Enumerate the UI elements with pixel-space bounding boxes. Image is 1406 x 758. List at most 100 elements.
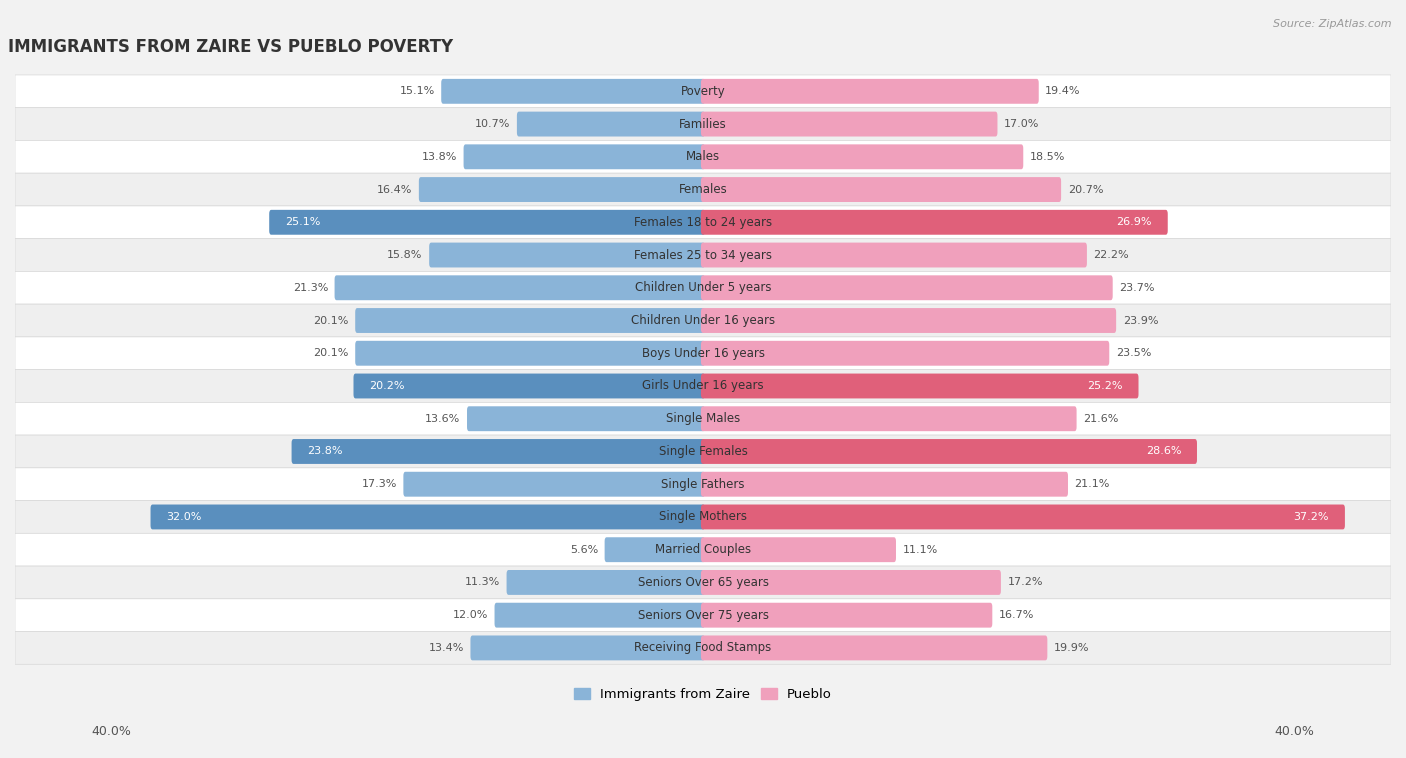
FancyBboxPatch shape	[150, 505, 704, 529]
FancyBboxPatch shape	[15, 337, 1391, 370]
FancyBboxPatch shape	[15, 500, 1391, 534]
FancyBboxPatch shape	[15, 534, 1391, 566]
Text: Males: Males	[686, 150, 720, 163]
FancyBboxPatch shape	[702, 144, 1024, 169]
Text: 28.6%: 28.6%	[1146, 446, 1181, 456]
Text: Single Females: Single Females	[658, 445, 748, 458]
Text: 22.2%: 22.2%	[1094, 250, 1129, 260]
Text: 21.1%: 21.1%	[1074, 479, 1109, 489]
Text: Seniors Over 65 years: Seniors Over 65 years	[637, 576, 769, 589]
Text: 10.7%: 10.7%	[475, 119, 510, 129]
Text: 20.2%: 20.2%	[370, 381, 405, 391]
FancyBboxPatch shape	[702, 603, 993, 628]
FancyBboxPatch shape	[702, 275, 1112, 300]
Text: Children Under 16 years: Children Under 16 years	[631, 314, 775, 327]
FancyBboxPatch shape	[702, 210, 1168, 235]
Text: 16.4%: 16.4%	[377, 184, 412, 195]
FancyBboxPatch shape	[353, 374, 704, 399]
Legend: Immigrants from Zaire, Pueblo: Immigrants from Zaire, Pueblo	[568, 683, 838, 706]
FancyBboxPatch shape	[702, 505, 1346, 529]
FancyBboxPatch shape	[15, 566, 1391, 599]
Text: 18.5%: 18.5%	[1029, 152, 1066, 161]
Text: 23.8%: 23.8%	[308, 446, 343, 456]
Text: 12.0%: 12.0%	[453, 610, 488, 620]
Text: Females: Females	[679, 183, 727, 196]
Text: Families: Families	[679, 117, 727, 130]
Text: 17.2%: 17.2%	[1008, 578, 1043, 587]
FancyBboxPatch shape	[15, 435, 1391, 468]
FancyBboxPatch shape	[335, 275, 704, 300]
Text: 23.5%: 23.5%	[1116, 348, 1152, 359]
FancyBboxPatch shape	[15, 599, 1391, 631]
FancyBboxPatch shape	[15, 140, 1391, 173]
FancyBboxPatch shape	[15, 370, 1391, 402]
Text: Females 25 to 34 years: Females 25 to 34 years	[634, 249, 772, 262]
FancyBboxPatch shape	[467, 406, 704, 431]
Text: 15.1%: 15.1%	[399, 86, 434, 96]
Text: Single Mothers: Single Mothers	[659, 510, 747, 524]
Text: 25.2%: 25.2%	[1087, 381, 1122, 391]
FancyBboxPatch shape	[702, 570, 1001, 595]
FancyBboxPatch shape	[702, 341, 1109, 365]
Text: 11.1%: 11.1%	[903, 545, 938, 555]
Text: 16.7%: 16.7%	[998, 610, 1035, 620]
FancyBboxPatch shape	[702, 439, 1197, 464]
FancyBboxPatch shape	[702, 374, 1139, 399]
Text: Seniors Over 75 years: Seniors Over 75 years	[637, 609, 769, 622]
Text: 20.1%: 20.1%	[314, 315, 349, 325]
Text: Girls Under 16 years: Girls Under 16 years	[643, 380, 763, 393]
Text: 21.3%: 21.3%	[292, 283, 328, 293]
Text: Married Couples: Married Couples	[655, 543, 751, 556]
FancyBboxPatch shape	[702, 471, 1069, 496]
FancyBboxPatch shape	[702, 79, 1039, 104]
Text: 13.4%: 13.4%	[429, 643, 464, 653]
Text: 5.6%: 5.6%	[569, 545, 598, 555]
FancyBboxPatch shape	[15, 206, 1391, 239]
Text: 19.4%: 19.4%	[1045, 86, 1081, 96]
FancyBboxPatch shape	[15, 468, 1391, 500]
FancyBboxPatch shape	[429, 243, 704, 268]
FancyBboxPatch shape	[517, 111, 704, 136]
Text: Children Under 5 years: Children Under 5 years	[634, 281, 772, 294]
Text: 26.9%: 26.9%	[1116, 218, 1152, 227]
Text: Poverty: Poverty	[681, 85, 725, 98]
FancyBboxPatch shape	[15, 402, 1391, 435]
FancyBboxPatch shape	[15, 271, 1391, 304]
FancyBboxPatch shape	[404, 471, 704, 496]
FancyBboxPatch shape	[506, 570, 704, 595]
Text: 21.6%: 21.6%	[1083, 414, 1119, 424]
Text: 20.7%: 20.7%	[1067, 184, 1104, 195]
Text: 37.2%: 37.2%	[1294, 512, 1329, 522]
FancyBboxPatch shape	[291, 439, 704, 464]
FancyBboxPatch shape	[605, 537, 704, 562]
Text: Boys Under 16 years: Boys Under 16 years	[641, 346, 765, 360]
FancyBboxPatch shape	[464, 144, 704, 169]
FancyBboxPatch shape	[441, 79, 704, 104]
FancyBboxPatch shape	[419, 177, 704, 202]
FancyBboxPatch shape	[495, 603, 704, 628]
Text: 15.8%: 15.8%	[387, 250, 423, 260]
FancyBboxPatch shape	[15, 108, 1391, 140]
FancyBboxPatch shape	[702, 243, 1087, 268]
FancyBboxPatch shape	[702, 635, 1047, 660]
FancyBboxPatch shape	[15, 631, 1391, 664]
Text: 32.0%: 32.0%	[166, 512, 201, 522]
Text: 40.0%: 40.0%	[1275, 725, 1315, 738]
FancyBboxPatch shape	[15, 239, 1391, 271]
Text: Single Males: Single Males	[666, 412, 740, 425]
FancyBboxPatch shape	[15, 75, 1391, 108]
Text: 40.0%: 40.0%	[91, 725, 131, 738]
Text: 25.1%: 25.1%	[285, 218, 321, 227]
FancyBboxPatch shape	[702, 308, 1116, 333]
FancyBboxPatch shape	[15, 173, 1391, 206]
FancyBboxPatch shape	[702, 177, 1062, 202]
Text: 13.6%: 13.6%	[425, 414, 461, 424]
FancyBboxPatch shape	[702, 111, 997, 136]
FancyBboxPatch shape	[702, 537, 896, 562]
Text: 11.3%: 11.3%	[465, 578, 501, 587]
Text: 23.7%: 23.7%	[1119, 283, 1154, 293]
Text: 20.1%: 20.1%	[314, 348, 349, 359]
Text: 23.9%: 23.9%	[1122, 315, 1159, 325]
Text: Source: ZipAtlas.com: Source: ZipAtlas.com	[1274, 19, 1392, 29]
FancyBboxPatch shape	[356, 341, 704, 365]
